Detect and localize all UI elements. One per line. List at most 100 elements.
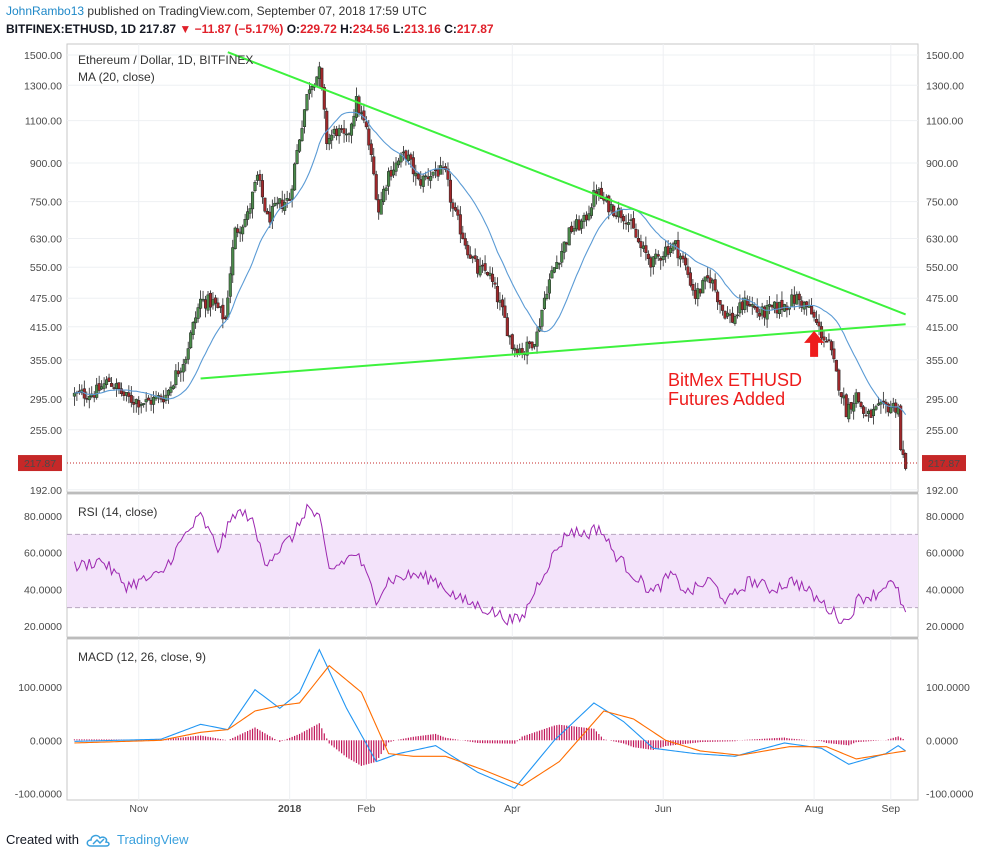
candle [260,173,264,204]
macd-tick-left: -100.0000 [15,789,62,801]
candle-body [226,297,230,318]
candle-body [231,247,235,276]
candle-body [597,188,601,195]
candle-body [481,264,485,267]
candle-body [305,94,309,111]
candle-body [401,151,405,154]
candle [713,273,717,293]
candle-body [199,298,203,309]
candle-body [181,364,185,373]
candle [686,258,690,278]
candle-body [696,288,700,300]
candle-body [547,279,551,294]
candle [815,310,819,326]
candle [325,107,329,150]
candle-body [320,67,324,89]
candle-body [349,123,354,136]
candle-body [797,293,801,301]
candle [310,84,314,98]
candle-body [535,331,539,347]
candle-body [109,382,114,387]
candle-body [592,189,596,207]
candle [396,157,401,168]
candle-body [179,370,183,373]
candle-body [315,76,319,87]
candle [191,321,195,340]
candle-body [525,341,529,356]
candle [246,205,250,226]
candle-body [411,157,415,175]
candle [337,124,341,144]
candle-body [201,298,205,301]
candle-body [565,242,569,245]
candle-body [85,398,89,400]
candle-body [404,150,408,160]
candle-body [263,197,267,212]
macd-line [74,648,906,789]
candle-body [810,306,814,315]
candle-body [874,406,878,410]
candle-body [716,291,720,303]
candle-body [857,392,861,402]
price-chart-subtitle: MA (20, close) [78,70,155,84]
candle-body [748,304,752,307]
candle [525,336,529,365]
candle-body [589,207,594,216]
price-tick-right: 355.00 [926,355,958,367]
candle-body [127,392,131,397]
candle-body [500,299,504,308]
candle [466,241,470,259]
candle-body [112,387,116,389]
candle [805,300,809,316]
candle [87,387,91,409]
candle [253,180,257,193]
candle-body [377,199,381,213]
candle [431,171,435,179]
x-tick-label: Aug [805,803,824,815]
candle-body [545,293,549,299]
candle [847,398,851,423]
candle-body [792,294,796,304]
candle-body [372,156,376,175]
tradingview-brand[interactable]: TradingView [116,832,189,847]
author-name[interactable]: JohnRambo13 [6,4,85,18]
candle-body [97,383,101,391]
candle-body [686,266,690,275]
candle-body [293,163,297,191]
candle-body [552,267,556,273]
candle-body [285,198,289,201]
candle-body [438,165,443,175]
candle [555,255,559,269]
rsi-tick-left: 60.0000 [24,548,62,560]
candle-body [453,207,457,211]
candle-body [364,121,368,128]
price-tick-left: 550.00 [30,262,62,274]
candle-body [95,384,99,398]
candle [186,341,190,365]
candle-body [730,312,735,323]
candle [216,297,220,309]
candle-body [785,305,789,311]
candle-body [429,176,433,181]
candle-body [114,383,119,389]
candle [844,393,848,418]
candle [634,223,638,239]
candle-body [248,208,252,214]
price-tick-right: 295.00 [926,394,958,406]
candle [451,198,455,218]
candle [587,205,591,222]
candle-body [864,414,868,417]
candle [735,306,739,319]
candle [137,396,141,415]
candle-body [431,171,435,176]
candle [438,156,443,175]
candle-body [176,370,180,375]
candle [181,358,185,382]
candle-body [391,169,396,176]
price-tick-right: 1500.00 [926,50,964,62]
x-tick-label: Feb [357,803,375,815]
candle [453,202,457,212]
price-tick-left: 630.00 [30,233,62,245]
candle-body [577,219,581,231]
